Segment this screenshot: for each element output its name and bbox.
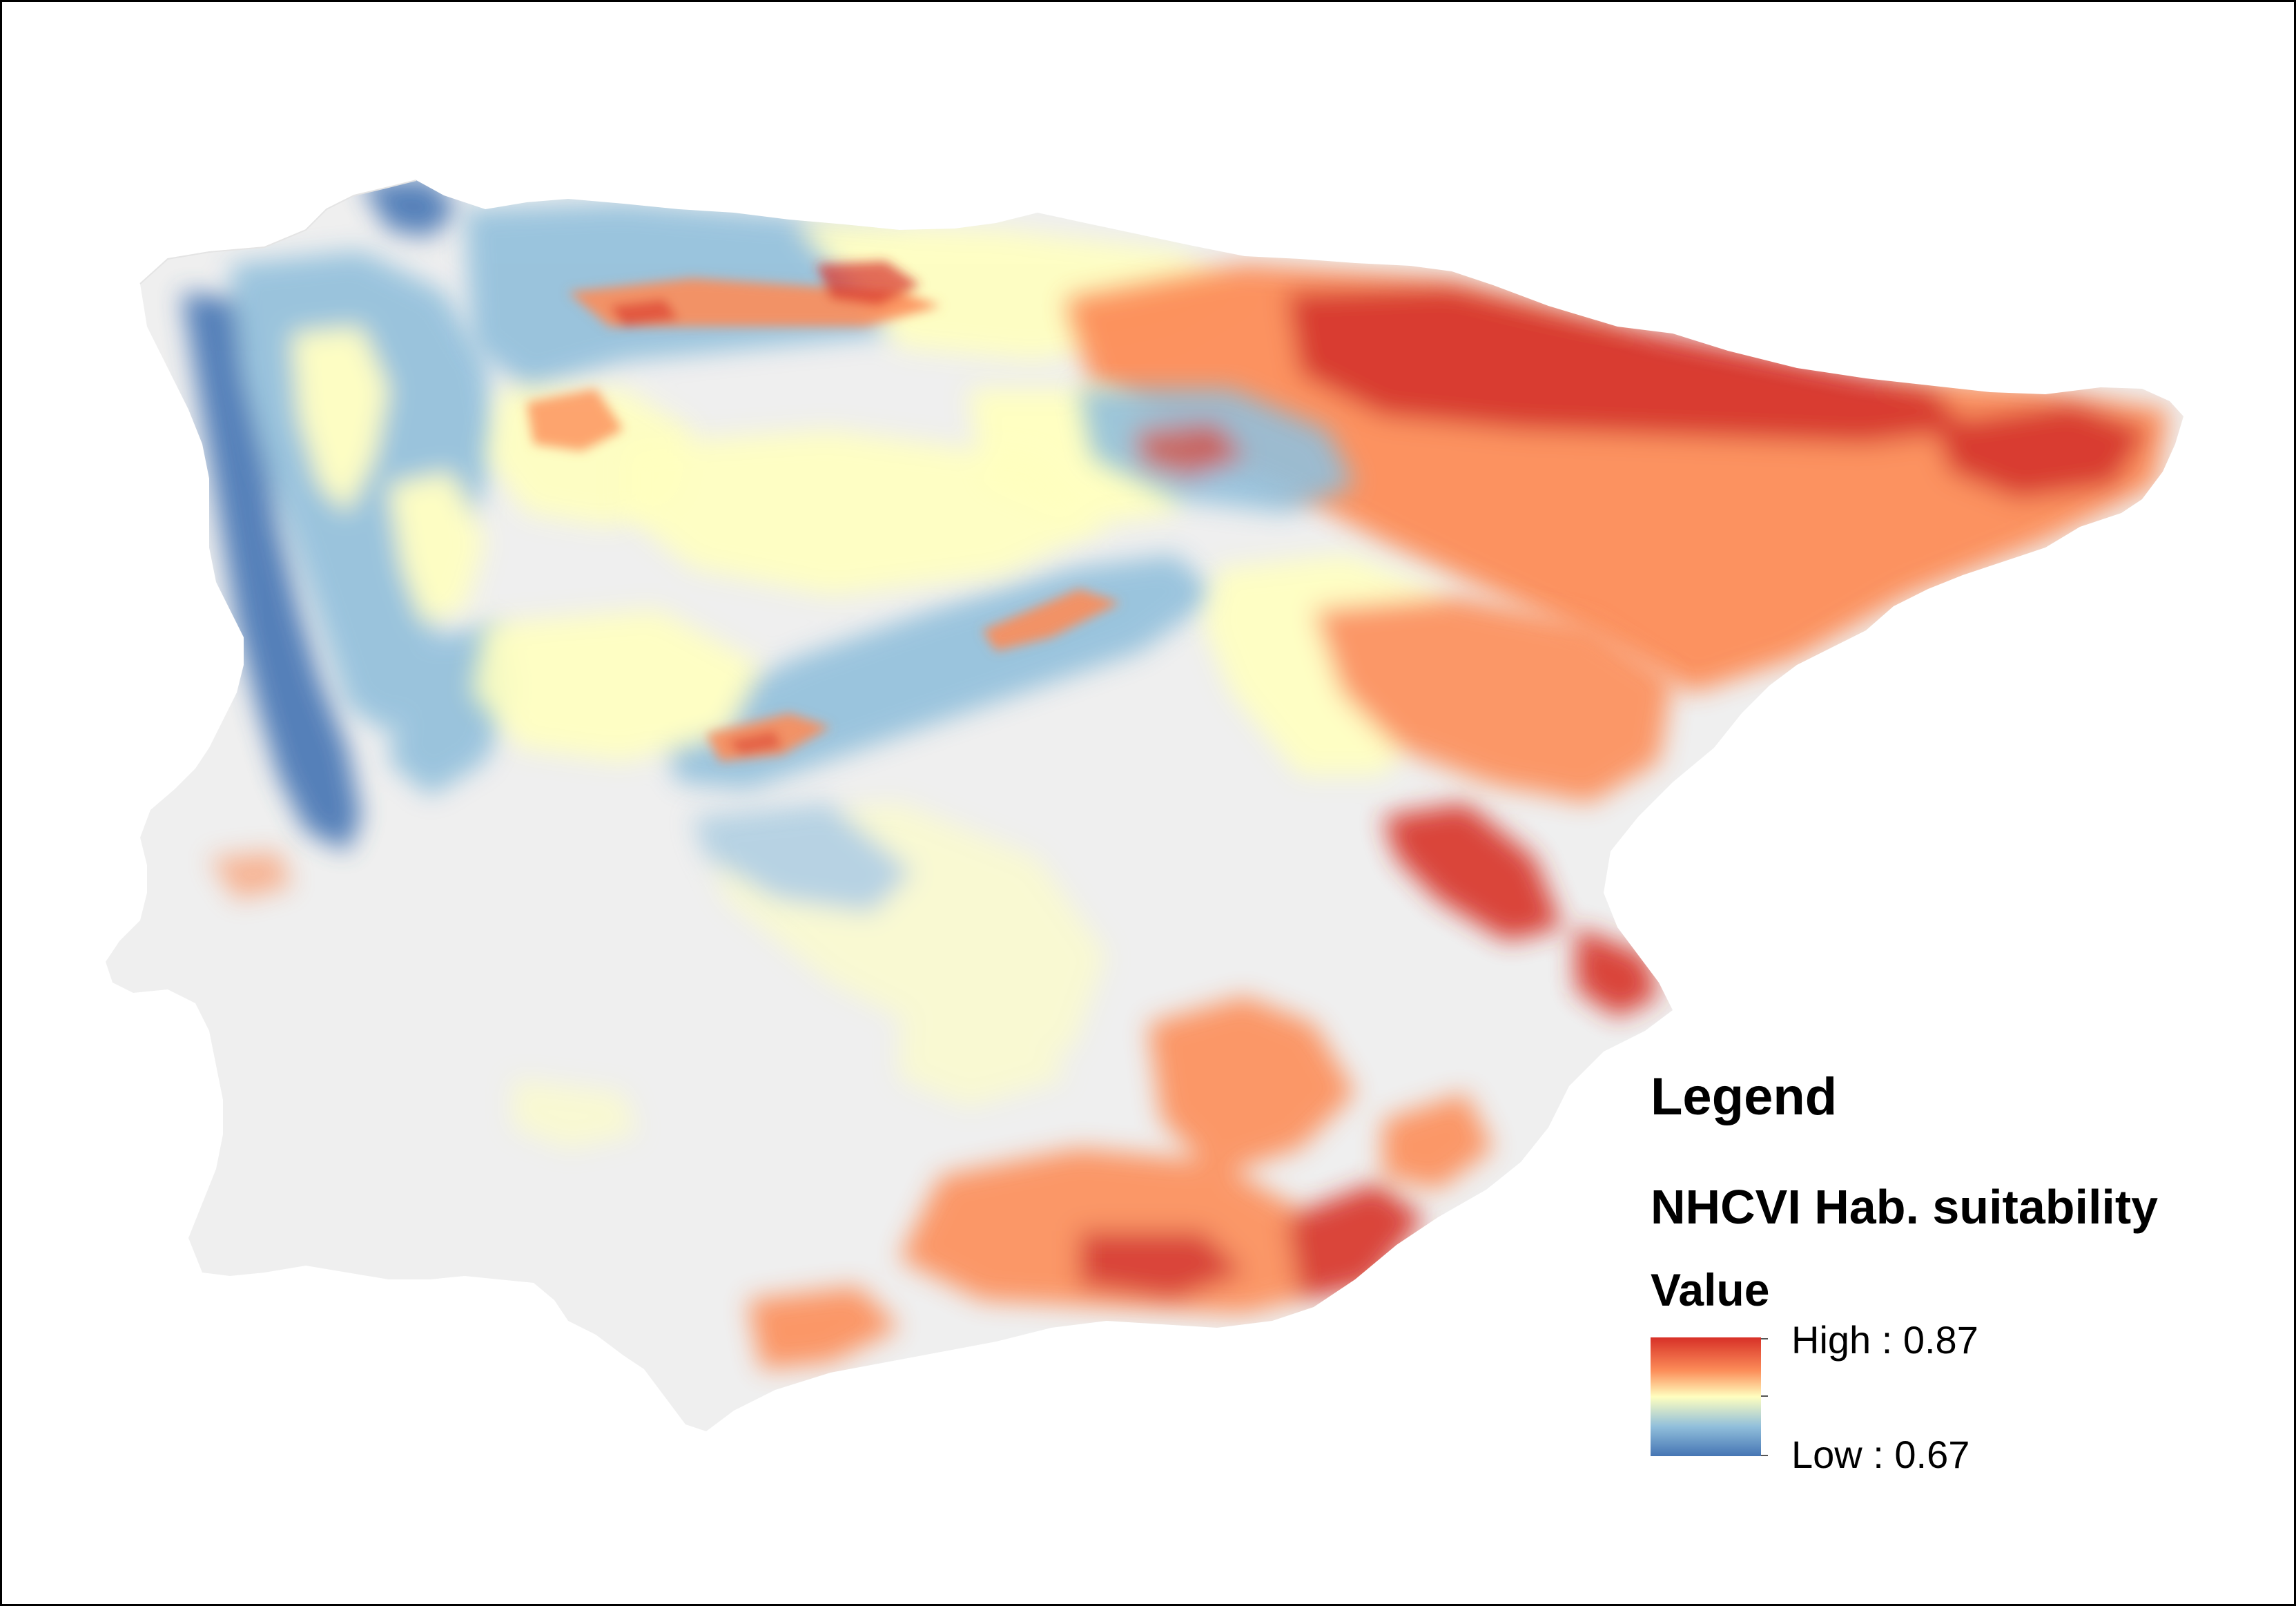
- legend-low-label: Low : 0.67: [1791, 1433, 1970, 1476]
- legend-high-label: High : 0.87: [1791, 1318, 1978, 1362]
- legend-layer-name: NHCVI Hab. suitability: [1651, 1180, 2159, 1234]
- iberian-system-zone: [1079, 389, 1355, 513]
- legend-title: Legend: [1651, 1067, 1838, 1126]
- legend-tick-high: [1761, 1338, 1768, 1339]
- map-legend: Legend NHCVI Hab. suitability Value High…: [1651, 1071, 2272, 1499]
- legend-tick-mid: [1761, 1395, 1768, 1397]
- map-border: [139, 180, 417, 284]
- central-system-ridges: [706, 589, 1120, 762]
- east-high-suitability-zone: [1203, 554, 1673, 1017]
- southeast-high-suitability-zone: [748, 996, 1493, 1369]
- legend-field-name: Value: [1651, 1264, 1770, 1315]
- northwest-low-suitability-zone: [182, 180, 513, 851]
- legend-tick-low: [1761, 1455, 1768, 1456]
- south-central-scatter: [209, 803, 1107, 1148]
- northeast-high-suitability-zone: [969, 264, 2170, 693]
- legend-color-ramp: [1651, 1337, 1761, 1456]
- cantabrian-ridges: [527, 261, 941, 451]
